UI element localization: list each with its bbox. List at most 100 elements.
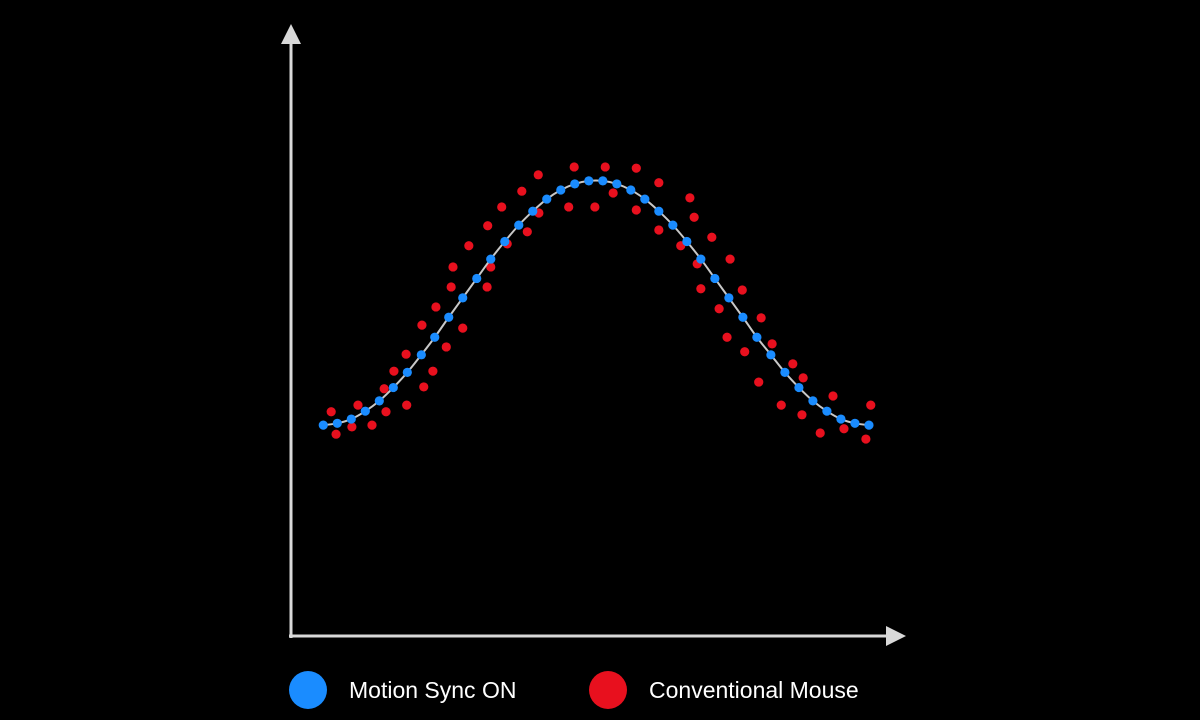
conventional-mouse-point (707, 232, 717, 242)
motion-sync-on-point (822, 406, 832, 416)
motion-sync-on-point (668, 220, 678, 230)
motion-sync-on-point (332, 418, 342, 428)
motion-sync-on-point (598, 176, 608, 186)
conventional-mouse-point (798, 373, 808, 383)
motion-sync-on-point (794, 382, 804, 393)
motion-sync-on-point (514, 220, 524, 230)
motion-sync-on-point (654, 206, 664, 216)
motion-sync-on-point (458, 293, 468, 303)
legend-item-conventional-mouse: Conventional Mouse (589, 670, 859, 710)
conventional-mouse-point (725, 254, 735, 264)
conventional-mouse-point (401, 349, 411, 359)
conventional-mouse-point (714, 304, 724, 314)
motion-sync-on-point (682, 236, 692, 247)
conventional-mouse-point (866, 400, 876, 410)
conventional-mouse-point (631, 163, 641, 173)
conventional-mouse-point (448, 262, 458, 272)
conventional-mouse-point (331, 429, 341, 439)
conventional-mouse-point (347, 422, 357, 432)
motion-sync-on-point (640, 194, 650, 204)
motion-sync-on-curve (323, 179, 870, 427)
conventional-mouse-point (419, 382, 429, 392)
motion-sync-on-point (374, 396, 384, 406)
conventional-mouse-point (458, 323, 468, 333)
motion-sync-on-point (318, 420, 328, 430)
motion-sync-on-point (696, 254, 706, 264)
conventional-mouse-point (379, 384, 389, 394)
motion-sync-on-point (766, 350, 776, 360)
conventional-mouse-point (482, 282, 492, 292)
conventional-mouse-point (590, 202, 600, 212)
conventional-mouse-point (828, 391, 838, 401)
motion-sync-on-point (500, 236, 510, 247)
motion-sync-on-point (542, 194, 552, 204)
conventional-mouse-point (861, 434, 871, 444)
motion-sync-on-point (612, 179, 622, 189)
motion-sync-on-point (430, 332, 440, 342)
motion-sync-on-point (724, 293, 734, 303)
legend-swatch-blue (289, 671, 327, 709)
conventional-mouse-point (533, 170, 543, 180)
motion-sync-on-point (570, 179, 580, 189)
motion-sync-on-point (850, 418, 860, 428)
conventional-mouse-point (517, 186, 527, 196)
conventional-mouse-point (441, 342, 451, 352)
conventional-mouse-point (600, 162, 610, 172)
conventional-mouse-point (608, 188, 618, 198)
motion-sync-on-point (472, 273, 482, 284)
motion-sync-on-point (346, 414, 356, 424)
motion-sync-on-point (360, 406, 370, 416)
conventional-mouse-point (389, 366, 399, 376)
conventional-mouse-point (446, 282, 456, 292)
conventional-mouse-point (839, 424, 849, 434)
conventional-mouse-point (402, 400, 412, 410)
motion-sync-on-point (808, 396, 818, 406)
motion-sync-on-point (752, 332, 762, 342)
conventional-mouse-point (740, 347, 750, 357)
motion-sync-on-point (710, 273, 720, 284)
conventional-mouse-point (497, 202, 507, 212)
motion-sync-on-point (416, 350, 426, 360)
conventional-mouse-point (464, 241, 474, 251)
conventional-mouse-point (689, 212, 699, 222)
conventional-mouse-point (564, 202, 574, 212)
motion-sync-on-point (528, 206, 538, 216)
conventional-mouse-point (381, 407, 391, 417)
conventional-mouse-point (756, 313, 766, 323)
motion-sync-on-point (864, 420, 874, 430)
axes (281, 24, 906, 646)
conventional-mouse-point (417, 320, 427, 330)
conventional-mouse-point (776, 400, 786, 410)
conventional-mouse-point (654, 225, 664, 235)
legend-item-motion-sync: Motion Sync ON (289, 670, 516, 710)
legend-label: Motion Sync ON (349, 676, 517, 703)
conventional-mouse-point (685, 193, 695, 203)
conventional-mouse-point (722, 332, 732, 342)
conventional-mouse-point (696, 284, 706, 294)
conventional-mouse-point (654, 178, 664, 188)
conventional-mouse-point (569, 162, 579, 172)
legend-label: Conventional Mouse (649, 676, 859, 703)
conventional-mouse-point (631, 205, 641, 215)
motion-sync-on-point (738, 312, 748, 322)
conventional-mouse-point (353, 400, 363, 410)
conventional-mouse-point (428, 366, 438, 376)
conventional-mouse-point (737, 285, 747, 295)
conventional-mouse-point (788, 359, 798, 369)
conventional-mouse-point (326, 407, 336, 417)
conventional-mouse-point (483, 221, 493, 231)
legend-swatch-red (589, 671, 627, 709)
motion-sync-on-point (584, 176, 594, 186)
conventional-mouse-point (522, 227, 532, 237)
motion-sync-on-point (556, 185, 566, 195)
x-axis-arrow-icon (886, 626, 906, 646)
conventional-mouse-point (367, 420, 377, 430)
motion-sync-on-point (388, 382, 398, 393)
y-axis-arrow-icon (281, 24, 301, 44)
motion-sync-on-point (486, 254, 496, 264)
motion-sync-on-point (780, 367, 790, 377)
motion-sync-on-point (626, 185, 636, 195)
motion-sync-on-point (402, 367, 412, 377)
motion-sync-on-point (836, 414, 846, 424)
